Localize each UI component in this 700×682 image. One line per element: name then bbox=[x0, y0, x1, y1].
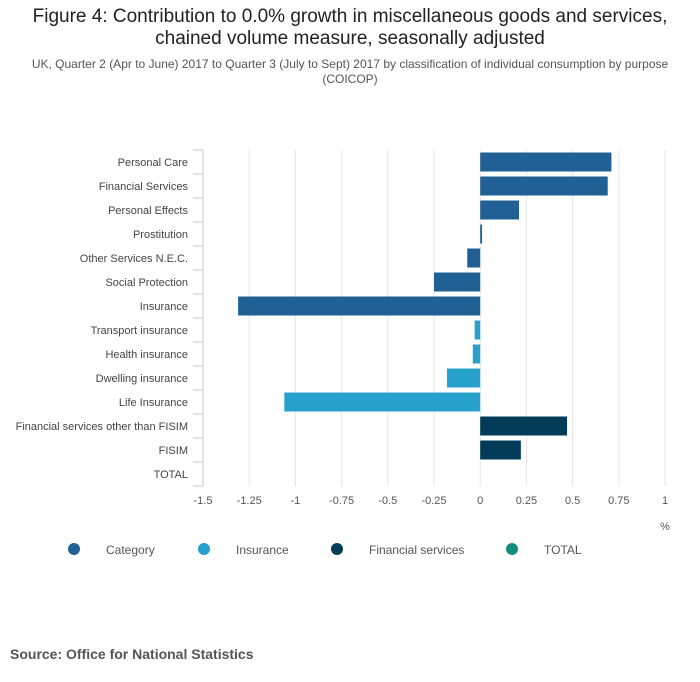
category-label: Personal Effects bbox=[108, 205, 188, 217]
bar bbox=[480, 440, 521, 460]
x-tick-label: -0.75 bbox=[329, 495, 354, 507]
x-tick-label: -1.5 bbox=[194, 495, 213, 507]
legend-marker bbox=[506, 543, 518, 555]
bar bbox=[434, 272, 481, 292]
legend-marker bbox=[331, 543, 343, 555]
bar bbox=[446, 368, 481, 388]
x-axis-label: % bbox=[660, 521, 670, 533]
category-label: Transport insurance bbox=[91, 325, 188, 337]
x-tick-label: 0.5 bbox=[565, 495, 580, 507]
legend-marker bbox=[198, 543, 210, 555]
x-tick-label: -1.25 bbox=[237, 495, 262, 507]
category-label: Personal Care bbox=[118, 157, 188, 169]
bar bbox=[480, 416, 568, 436]
bar bbox=[284, 392, 481, 412]
category-label: Prostitution bbox=[133, 229, 188, 241]
legend-label: Category bbox=[106, 543, 155, 557]
bar bbox=[480, 200, 520, 220]
source-note: Source: Office for National Statistics bbox=[10, 646, 254, 662]
bar bbox=[480, 224, 483, 244]
category-label: Health insurance bbox=[105, 349, 188, 361]
x-tick-label: 0.75 bbox=[608, 495, 629, 507]
bar bbox=[480, 176, 608, 196]
bar bbox=[480, 152, 612, 172]
category-label: Financial Services bbox=[99, 181, 189, 193]
x-tick-label: -0.25 bbox=[421, 495, 446, 507]
category-label: Social Protection bbox=[105, 277, 188, 289]
x-tick-label: 0.25 bbox=[516, 495, 537, 507]
legend-label: Insurance bbox=[236, 543, 289, 557]
category-label: Life Insurance bbox=[119, 397, 188, 409]
bar bbox=[467, 248, 481, 268]
bar bbox=[238, 296, 481, 316]
category-label: Insurance bbox=[140, 301, 188, 313]
legend-marker bbox=[68, 543, 80, 555]
legend-label: TOTAL bbox=[544, 543, 582, 557]
category-label: Other Services N.E.C. bbox=[80, 253, 188, 265]
chart-title: Figure 4: Contribution to 0.0% growth in… bbox=[32, 6, 668, 49]
bar bbox=[474, 320, 481, 340]
x-tick-label: 0 bbox=[477, 495, 483, 507]
category-label: Financial services other than FISIM bbox=[16, 421, 188, 433]
bar-chart: -1.5 -1.25 -1 -0.75 -0.5 -0.25 0 0.25 0.5 0.75 1 Pe… bbox=[16, 149, 670, 557]
chart-subtitle: UK, Quarter 2 (Apr to June) 2017 to Quar… bbox=[31, 57, 669, 86]
x-tick-label: -0.5 bbox=[378, 495, 397, 507]
legend-label: Financial services bbox=[369, 543, 464, 557]
category-label: Dwelling insurance bbox=[96, 373, 188, 385]
category-label: TOTAL bbox=[154, 469, 188, 481]
x-tick-label: -1 bbox=[291, 495, 301, 507]
bar bbox=[472, 344, 481, 364]
x-tick-label: 1 bbox=[662, 495, 668, 507]
category-label: FISIM bbox=[159, 445, 188, 457]
